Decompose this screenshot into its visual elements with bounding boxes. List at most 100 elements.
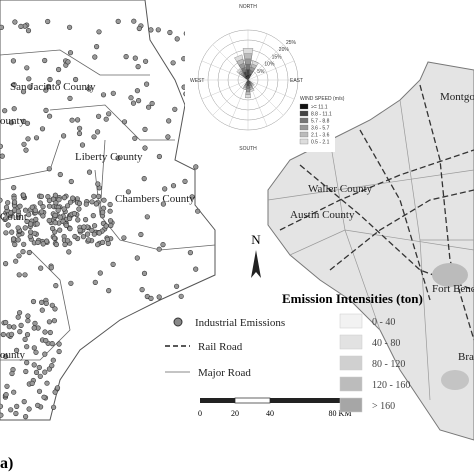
rose-spoke xyxy=(247,60,295,81)
right-region xyxy=(267,61,474,441)
emission-point xyxy=(26,249,32,256)
emission-point xyxy=(20,192,27,198)
emission-point xyxy=(141,176,147,182)
wind-swatch xyxy=(299,110,309,117)
emission-point xyxy=(134,88,140,94)
industrial-emission-points xyxy=(0,18,203,420)
emission-point xyxy=(63,222,69,228)
emission-point xyxy=(8,407,14,413)
emission-point xyxy=(49,302,55,308)
emission-point xyxy=(71,210,77,217)
emission-point xyxy=(51,235,58,241)
emission-point xyxy=(110,261,116,268)
emission-point xyxy=(18,322,24,329)
emission-point xyxy=(24,65,30,71)
emission-point xyxy=(156,294,162,300)
emission-point xyxy=(149,100,155,107)
emission-point xyxy=(54,385,61,391)
emission-point xyxy=(132,55,138,61)
emission-point xyxy=(80,234,86,240)
emission-point xyxy=(10,58,16,64)
emission-point xyxy=(68,178,74,185)
panel-label: a) xyxy=(0,455,13,472)
emission-point xyxy=(72,233,78,240)
emission-point xyxy=(21,399,27,405)
emission-point xyxy=(27,84,33,90)
intensity-label: 120 - 160 xyxy=(372,380,410,391)
emission-point xyxy=(91,193,97,199)
right-rail-roads xyxy=(279,84,474,341)
emission-point xyxy=(11,389,17,395)
wind-class-label: 0.5 - 2.1 xyxy=(311,140,330,146)
emission-point xyxy=(75,217,81,223)
emission-point xyxy=(0,197,3,203)
emission-point xyxy=(16,253,22,259)
emission-point xyxy=(46,217,52,224)
emission-point xyxy=(67,226,73,232)
emission-point xyxy=(90,213,96,219)
emission-point xyxy=(49,341,55,347)
emission-point xyxy=(45,18,51,25)
emission-point xyxy=(35,402,41,409)
emission-point xyxy=(136,25,142,32)
emission-point xyxy=(17,310,23,316)
emission-point xyxy=(33,135,40,141)
rose-spoke xyxy=(247,79,284,116)
emission-point xyxy=(76,125,83,131)
emission-point xyxy=(94,242,101,248)
emission-point xyxy=(39,126,46,132)
emission-point xyxy=(141,270,148,277)
emission-point xyxy=(3,216,9,222)
emission-point xyxy=(139,287,145,293)
intensity-label: 0 - 40 xyxy=(372,317,395,328)
emission-point xyxy=(79,142,86,148)
emission-point xyxy=(15,225,21,231)
emission-point xyxy=(67,95,73,101)
emission-point xyxy=(89,199,95,205)
rose-ring-label: 5% xyxy=(257,69,265,75)
emission-point xyxy=(170,183,177,189)
intensity-label: 40 - 80 xyxy=(372,338,400,349)
emission-point xyxy=(115,18,121,25)
emission-point xyxy=(3,230,9,236)
emission-point xyxy=(0,331,6,338)
emission-point xyxy=(155,27,161,33)
rose-ring-label: 20% xyxy=(279,47,290,53)
legend-label: Major Road xyxy=(198,367,251,379)
emission-point xyxy=(31,325,37,331)
emission-point xyxy=(66,24,73,30)
emission-point xyxy=(160,242,166,248)
emission-point xyxy=(94,129,101,135)
wind-swatch xyxy=(299,103,309,110)
emission-point xyxy=(2,108,8,114)
emission-point xyxy=(15,314,21,320)
emission-point xyxy=(103,116,109,122)
emission-point xyxy=(15,237,21,243)
emission-point xyxy=(45,83,52,90)
emission-point xyxy=(56,341,62,347)
emission-point xyxy=(4,383,10,389)
emission-point xyxy=(36,388,43,394)
emission-point xyxy=(22,336,28,343)
emission-point xyxy=(123,53,129,60)
county-label: Bra xyxy=(458,351,474,363)
emission-point xyxy=(52,306,58,312)
county-label: Montgo xyxy=(440,91,474,103)
emission-point xyxy=(82,217,89,223)
emission-point xyxy=(52,220,58,226)
emission-point xyxy=(0,153,5,159)
emission-point xyxy=(100,209,106,215)
rose-ring-label: 25% xyxy=(286,40,297,46)
emission-point xyxy=(29,204,35,210)
emission-point xyxy=(27,233,33,240)
emission-point xyxy=(106,288,112,294)
scale-label: 20 xyxy=(231,409,239,418)
emission-point xyxy=(23,368,29,375)
emission-point xyxy=(9,370,15,377)
emission-point xyxy=(43,300,49,307)
emission-point xyxy=(156,153,162,160)
county-label: Fort Bend Coun xyxy=(432,283,474,295)
wind-class-label: 3.6 - 5.7 xyxy=(311,126,330,132)
emission-point xyxy=(64,203,71,209)
emission-point xyxy=(47,329,53,336)
